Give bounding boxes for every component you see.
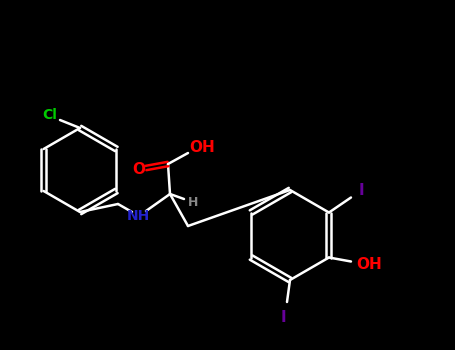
Text: I: I xyxy=(280,309,286,324)
Text: O: O xyxy=(132,161,146,176)
Text: OH: OH xyxy=(189,140,215,155)
Text: Cl: Cl xyxy=(43,108,57,122)
Text: H: H xyxy=(188,196,198,210)
Text: OH: OH xyxy=(356,257,382,272)
Text: I: I xyxy=(358,183,364,198)
Text: NH: NH xyxy=(126,209,150,223)
